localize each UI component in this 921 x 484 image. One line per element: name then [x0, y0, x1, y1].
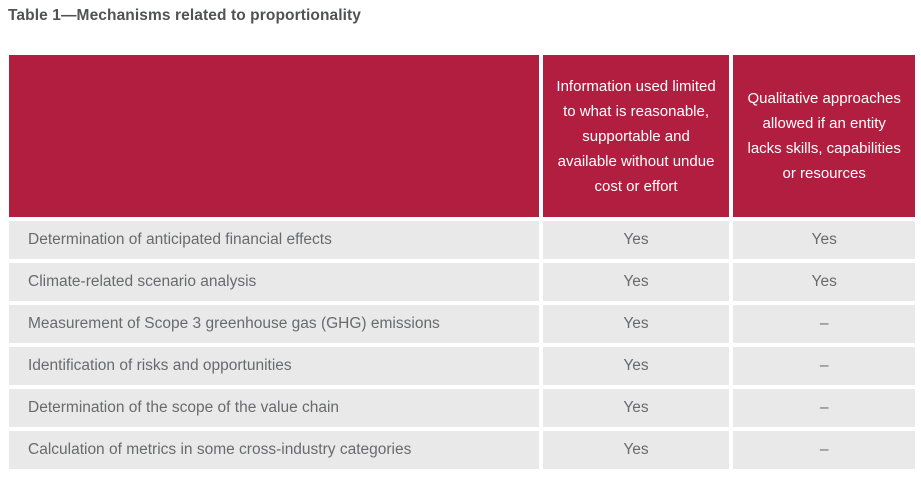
- mechanism-cell: Identification of risks and opportunitie…: [9, 347, 539, 385]
- table-row: Climate-related scenario analysis Yes Ye…: [9, 263, 915, 301]
- mechanism-cell: Determination of anticipated financial e…: [9, 221, 539, 259]
- header-cell-qualitative: Qualitative approaches allowed if an ent…: [733, 55, 915, 217]
- limited-info-cell: Yes: [542, 263, 730, 301]
- header-cell-mechanism: [9, 55, 539, 217]
- limited-info-cell: Yes: [542, 221, 730, 259]
- qualitative-cell: Yes: [733, 221, 915, 259]
- limited-info-cell: Yes: [542, 431, 730, 469]
- table-header: Information used limited to what is reas…: [9, 55, 915, 217]
- qualitative-cell: –: [733, 431, 915, 469]
- table-row: Calculation of metrics in some cross-ind…: [9, 431, 915, 469]
- mechanism-cell: Climate-related scenario analysis: [9, 263, 539, 301]
- mechanism-cell: Calculation of metrics in some cross-ind…: [9, 431, 539, 469]
- limited-info-cell: Yes: [542, 347, 730, 385]
- proportionality-table: Information used limited to what is reas…: [5, 51, 919, 473]
- header-cell-limited-info: Information used limited to what is reas…: [542, 55, 730, 217]
- mechanism-cell: Measurement of Scope 3 greenhouse gas (G…: [9, 305, 539, 343]
- mechanism-cell: Determination of the scope of the value …: [9, 389, 539, 427]
- page-title: Table 1—Mechanisms related to proportion…: [8, 7, 362, 24]
- qualitative-cell: –: [733, 347, 915, 385]
- qualitative-cell: –: [733, 389, 915, 427]
- qualitative-cell: –: [733, 305, 915, 343]
- table-row: Determination of anticipated financial e…: [9, 221, 915, 259]
- table-body: Determination of anticipated financial e…: [9, 221, 915, 469]
- qualitative-cell: Yes: [733, 263, 915, 301]
- table-row: Measurement of Scope 3 greenhouse gas (G…: [9, 305, 915, 343]
- limited-info-cell: Yes: [542, 305, 730, 343]
- header-row: Information used limited to what is reas…: [9, 55, 915, 217]
- table-row: Identification of risks and opportunitie…: [9, 347, 915, 385]
- limited-info-cell: Yes: [542, 389, 730, 427]
- table-row: Determination of the scope of the value …: [9, 389, 915, 427]
